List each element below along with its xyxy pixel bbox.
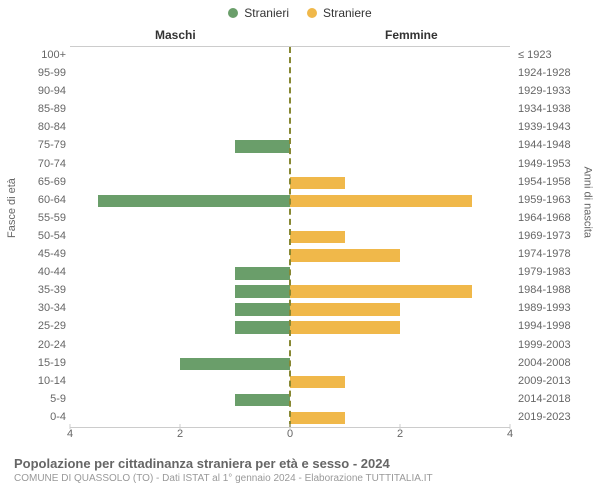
female-swatch-icon <box>307 8 317 18</box>
y-left-tick: 25-29 <box>0 317 66 335</box>
y-left-tick: 60-64 <box>0 191 66 209</box>
y-right-tick: 2019-2023 <box>518 408 600 426</box>
y-right-tick: 1999-2003 <box>518 336 600 354</box>
bar-female <box>290 376 345 389</box>
bar-female <box>290 177 345 190</box>
bar-male <box>235 267 290 280</box>
legend-female-label: Straniere <box>323 6 372 20</box>
bar-female <box>290 195 472 208</box>
male-swatch-icon <box>228 8 238 18</box>
y-axis-left-ticks: 100+95-9990-9485-8980-8475-7970-7465-696… <box>0 46 66 426</box>
y-left-tick: 10-14 <box>0 372 66 390</box>
x-tick-label: 2 <box>177 428 183 440</box>
y-right-tick: 2009-2013 <box>518 372 600 390</box>
y-right-tick: 1929-1933 <box>518 82 600 100</box>
bar-female <box>290 249 400 262</box>
y-left-tick: 5-9 <box>0 390 66 408</box>
x-tick-label: 2 <box>397 428 403 440</box>
y-left-tick: 40-44 <box>0 263 66 281</box>
legend-item-female: Straniere <box>307 6 372 20</box>
y-left-tick: 95-99 <box>0 64 66 82</box>
x-axis-ticks: 4 2 0 2 4 <box>70 426 510 444</box>
x-tick-label: 0 <box>287 428 293 440</box>
y-left-tick: 15-19 <box>0 354 66 372</box>
bar-male <box>235 303 290 316</box>
chart: Maschi Femmine Fasce di età Anni di nasc… <box>0 26 600 450</box>
y-left-tick: 80-84 <box>0 118 66 136</box>
bar-female <box>290 285 472 298</box>
plot-area <box>70 46 510 428</box>
caption-title: Popolazione per cittadinanza straniera p… <box>14 456 586 471</box>
y-right-tick: 1964-1968 <box>518 209 600 227</box>
y-left-tick: 70-74 <box>0 155 66 173</box>
bar-male <box>98 195 291 208</box>
y-right-tick: 1989-1993 <box>518 299 600 317</box>
y-right-tick: 1974-1978 <box>518 245 600 263</box>
center-axis-line <box>289 47 291 427</box>
bar-male <box>235 140 290 153</box>
legend: Stranieri Straniere <box>0 0 600 26</box>
y-axis-right-ticks: ≤ 19231924-19281929-19331934-19381939-19… <box>518 46 600 426</box>
y-left-tick: 50-54 <box>0 227 66 245</box>
y-left-tick: 100+ <box>0 46 66 64</box>
y-right-tick: 1954-1958 <box>518 173 600 191</box>
y-left-tick: 85-89 <box>0 100 66 118</box>
y-right-tick: 1944-1948 <box>518 136 600 154</box>
y-left-tick: 75-79 <box>0 136 66 154</box>
y-right-tick: 1949-1953 <box>518 155 600 173</box>
y-left-tick: 35-39 <box>0 281 66 299</box>
bar-female <box>290 303 400 316</box>
section-title-female: Femmine <box>385 28 438 42</box>
y-left-tick: 20-24 <box>0 336 66 354</box>
bar-male <box>235 285 290 298</box>
x-tick-label: 4 <box>507 428 513 440</box>
y-right-tick: 1934-1938 <box>518 100 600 118</box>
legend-male-label: Stranieri <box>244 6 289 20</box>
bar-male <box>235 394 290 407</box>
y-right-tick: 1939-1943 <box>518 118 600 136</box>
y-right-tick: ≤ 1923 <box>518 46 600 64</box>
y-left-tick: 45-49 <box>0 245 66 263</box>
y-right-tick: 1984-1988 <box>518 281 600 299</box>
x-tick-label: 4 <box>67 428 73 440</box>
legend-item-male: Stranieri <box>228 6 289 20</box>
bar-female <box>290 231 345 244</box>
y-left-tick: 30-34 <box>0 299 66 317</box>
bar-female <box>290 412 345 425</box>
y-right-tick: 1924-1928 <box>518 64 600 82</box>
y-right-tick: 2014-2018 <box>518 390 600 408</box>
y-right-tick: 1969-1973 <box>518 227 600 245</box>
y-right-tick: 1979-1983 <box>518 263 600 281</box>
y-right-tick: 2004-2008 <box>518 354 600 372</box>
bar-female <box>290 321 400 334</box>
bar-male <box>180 358 290 371</box>
bar-male <box>235 321 290 334</box>
y-left-tick: 55-59 <box>0 209 66 227</box>
section-title-male: Maschi <box>155 28 196 42</box>
caption: Popolazione per cittadinanza straniera p… <box>0 450 600 484</box>
y-right-tick: 1994-1998 <box>518 317 600 335</box>
y-left-tick: 65-69 <box>0 173 66 191</box>
y-right-tick: 1959-1963 <box>518 191 600 209</box>
caption-subtitle: COMUNE DI QUASSOLO (TO) - Dati ISTAT al … <box>14 473 586 484</box>
y-left-tick: 90-94 <box>0 82 66 100</box>
y-left-tick: 0-4 <box>0 408 66 426</box>
